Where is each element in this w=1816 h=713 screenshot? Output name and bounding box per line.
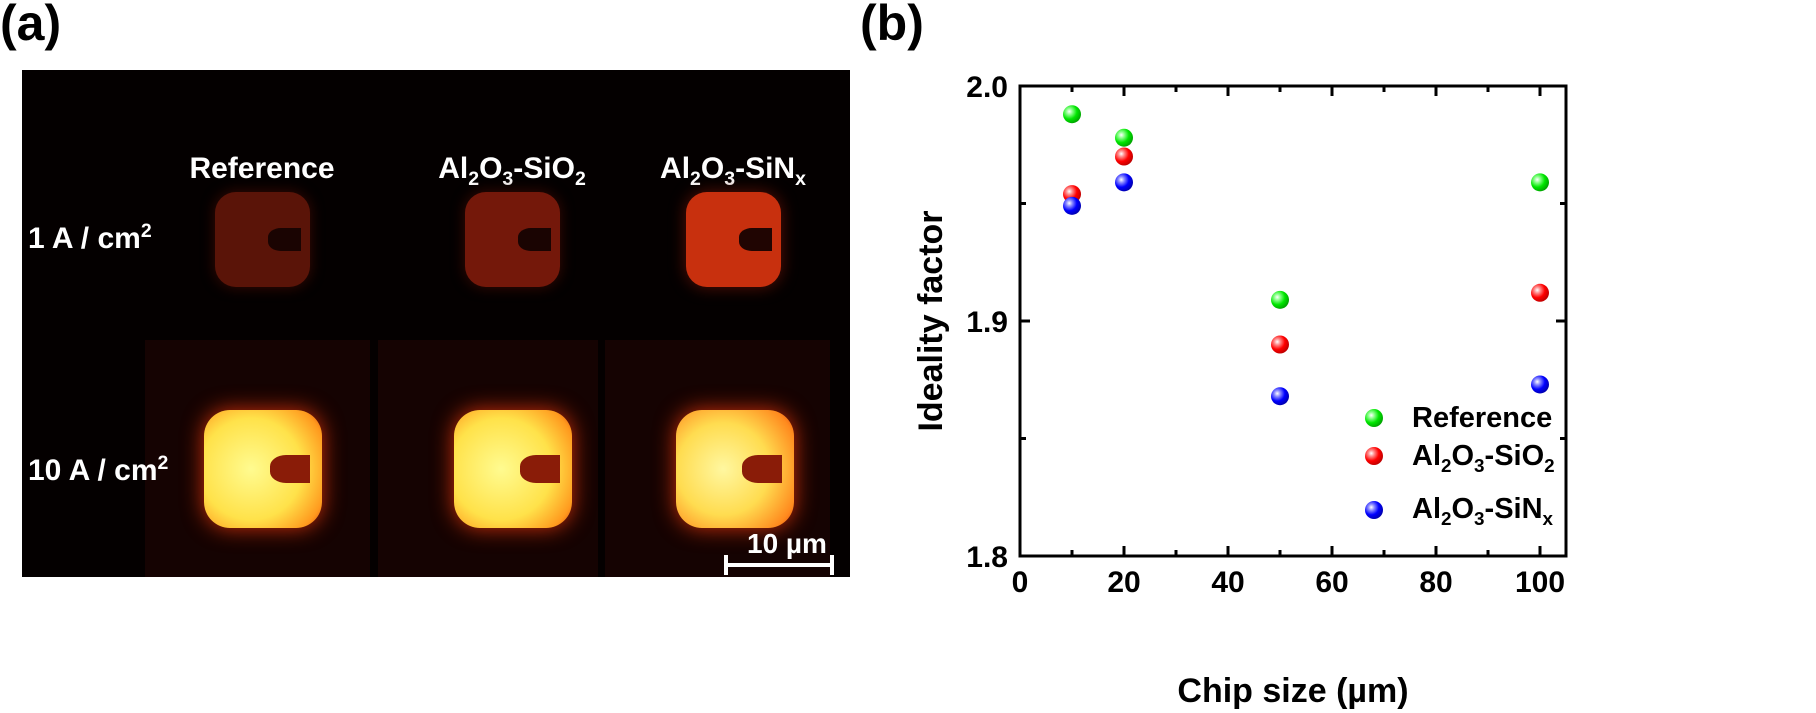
data-point-0 <box>1115 128 1133 147</box>
data-point-2 <box>1531 375 1549 394</box>
row-label-1a: 1 A / cm2 <box>28 220 152 255</box>
x-tick-label: 100 <box>1515 566 1565 599</box>
scale-bar <box>724 555 834 575</box>
data-point-0 <box>1063 105 1081 124</box>
row-label-10a: 10 A / cm2 <box>28 452 169 487</box>
led-chip <box>204 410 322 528</box>
legend-label-sinx: Al2O3-SiNx <box>1412 493 1554 529</box>
electroluminescence-image: Reference Al2O3-SiO2 Al2O3-SiNx 1 A / cm… <box>22 70 850 577</box>
column-label-sio2: Al2O3-SiO2 <box>438 152 586 190</box>
data-point-2 <box>1063 196 1081 215</box>
column-label-reference: Reference <box>189 152 335 185</box>
led-chip <box>465 192 560 287</box>
led-chip <box>215 192 310 287</box>
panel-b-label: (b) <box>860 0 924 51</box>
data-point-1 <box>1115 147 1133 166</box>
legend-marker <box>1365 447 1383 465</box>
data-point-0 <box>1271 290 1289 309</box>
y-axis-label: Ideality factor <box>912 210 950 431</box>
data-point-2 <box>1271 387 1289 406</box>
data-point-0 <box>1531 173 1549 192</box>
scale-bar-label: 10 µm <box>747 528 827 559</box>
panel-a-label: (a) <box>0 0 62 51</box>
data-point-1 <box>1531 283 1549 302</box>
plot-frame <box>1018 84 1568 558</box>
y-tick-label: 2.0 <box>966 71 1008 104</box>
led-chip <box>676 410 794 528</box>
x-tick-label: 20 <box>1107 566 1140 599</box>
legend-marker <box>1365 501 1383 519</box>
legend-label-sio2: Al2O3-SiO2 <box>1412 440 1555 476</box>
y-tick-label: 1.9 <box>966 306 1008 339</box>
column-label-sinx: Al2O3-SiNx <box>660 152 806 190</box>
x-tick-label: 0 <box>1012 566 1029 599</box>
legend-marker <box>1365 409 1383 427</box>
led-chip <box>686 192 781 287</box>
led-chip <box>454 410 572 528</box>
x-tick-label: 80 <box>1419 566 1452 599</box>
data-point-2 <box>1115 173 1133 192</box>
x-tick-label: 40 <box>1211 566 1244 599</box>
data-point-1 <box>1271 335 1289 354</box>
legend-label-reference: Reference <box>1412 402 1553 434</box>
x-tick-label: 60 <box>1315 566 1348 599</box>
y-tick-label: 1.8 <box>966 541 1008 574</box>
x-axis-label: Chip size (µm) <box>1177 672 1408 710</box>
